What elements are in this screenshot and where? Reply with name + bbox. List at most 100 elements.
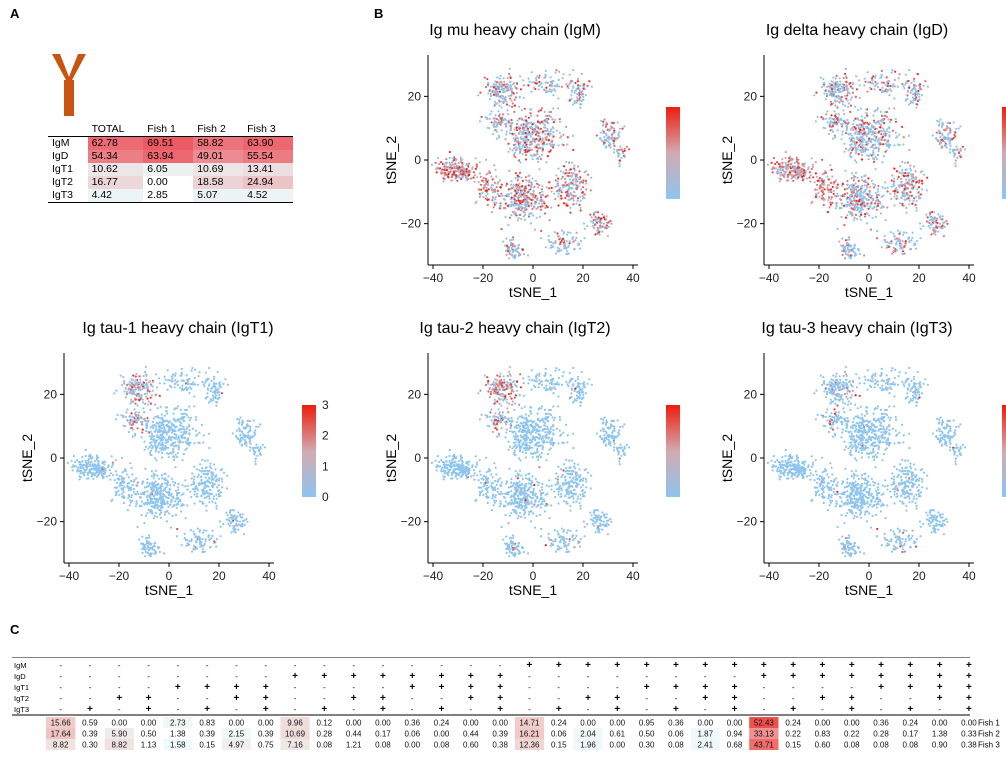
scatter-point [827, 191, 831, 194]
scatter-point [445, 165, 448, 168]
scatter-point [826, 121, 829, 124]
scatter-point [504, 207, 507, 210]
scatter-point [90, 472, 94, 475]
scatter-point [844, 104, 847, 107]
scatter-point [863, 122, 866, 125]
scatter-point [826, 85, 829, 88]
scatter-point [501, 120, 504, 123]
scatter-point [430, 163, 433, 166]
scatter-point [568, 178, 571, 181]
scatter-point [586, 225, 589, 228]
scatter-point [147, 508, 150, 511]
scatter-point [483, 76, 486, 79]
scatter-point [846, 196, 849, 199]
scatter-point [849, 200, 852, 203]
scatter-point [828, 86, 832, 89]
scatter-point [809, 174, 812, 177]
scatter-point [884, 111, 887, 114]
scatter-point [218, 396, 221, 399]
scatter-point [858, 198, 861, 201]
scatter-point [894, 131, 897, 134]
scatter-point [840, 194, 843, 197]
scatter-point [513, 140, 516, 143]
scatter-point [841, 182, 845, 186]
scatter-point [151, 389, 154, 392]
scatter-point [539, 109, 543, 112]
scatter-point [524, 176, 527, 179]
scatter-point [851, 192, 854, 195]
scatter-point [837, 94, 840, 97]
scatter-point [132, 400, 135, 403]
scatter-point [495, 117, 498, 121]
scatter-point [523, 119, 526, 122]
scatter-point [544, 114, 547, 117]
scatter-point [854, 143, 857, 146]
scatter-point [572, 68, 575, 72]
scatter-point [517, 176, 520, 179]
scatter-point [165, 510, 168, 513]
scatter-point [896, 189, 899, 192]
scatter-point [518, 187, 521, 190]
scatter-point [894, 250, 897, 253]
scatter-point [146, 385, 149, 388]
scatter-point [831, 201, 834, 204]
scatter-point [531, 194, 535, 197]
scatter-point [815, 91, 818, 94]
scatter-point [904, 240, 907, 243]
scatter-point [602, 222, 606, 225]
scatter-point [927, 224, 930, 228]
scatter-point [443, 174, 446, 177]
scatter-point [143, 370, 147, 373]
scatter-point [485, 173, 488, 176]
scatter-point [482, 187, 485, 190]
scatter-point [906, 181, 909, 184]
y-tick-label: −20 [737, 217, 758, 231]
scatter-point [859, 128, 862, 131]
scatter-point [543, 88, 546, 91]
scatter-point [201, 423, 204, 426]
scatter-point [777, 168, 780, 171]
scatter-point [915, 96, 918, 99]
scatter-point [110, 465, 113, 468]
scatter-point [550, 206, 553, 209]
scatter-point [584, 94, 587, 97]
scatter-point [833, 180, 836, 184]
scatter-point [597, 220, 600, 223]
scatter-point [521, 124, 524, 127]
scatter-point [572, 148, 575, 152]
scatter-point [461, 176, 464, 179]
scatter-point [534, 133, 537, 136]
scatter-point [566, 85, 569, 88]
scatter-point [518, 171, 522, 174]
table-a-row: IgT3 4.42 2.85 5.07 4.52 [48, 189, 293, 203]
scatter-point [518, 96, 521, 99]
scatter-point [857, 145, 860, 149]
scatter-point [828, 206, 831, 209]
scatter-point [843, 193, 846, 196]
scatter-point [586, 84, 589, 87]
scatter-point [143, 417, 146, 420]
table-a-row: IgM 62.78 69.51 58.82 63.90 [48, 136, 293, 150]
scatter-point [619, 148, 622, 151]
scatter-point [144, 420, 147, 423]
scatter-point [861, 153, 864, 157]
scatter-point [852, 179, 855, 182]
scatter-point [839, 83, 842, 86]
y-tick-label: 0 [750, 153, 757, 167]
scatter-point [81, 456, 84, 459]
scatter-point [801, 179, 804, 182]
scatter-point [513, 196, 516, 199]
scatter-point [883, 139, 886, 142]
scatter-point [78, 475, 81, 478]
scatter-point [85, 465, 88, 468]
scatter-point [834, 113, 837, 116]
scatter-point [488, 98, 491, 101]
scatter-point [451, 157, 455, 160]
scatter-point [842, 250, 846, 253]
scatter-point [886, 186, 889, 189]
scatter-point [793, 167, 796, 170]
scatter-point [541, 184, 544, 188]
scatter-point [160, 447, 163, 450]
scatter-point [849, 151, 853, 154]
